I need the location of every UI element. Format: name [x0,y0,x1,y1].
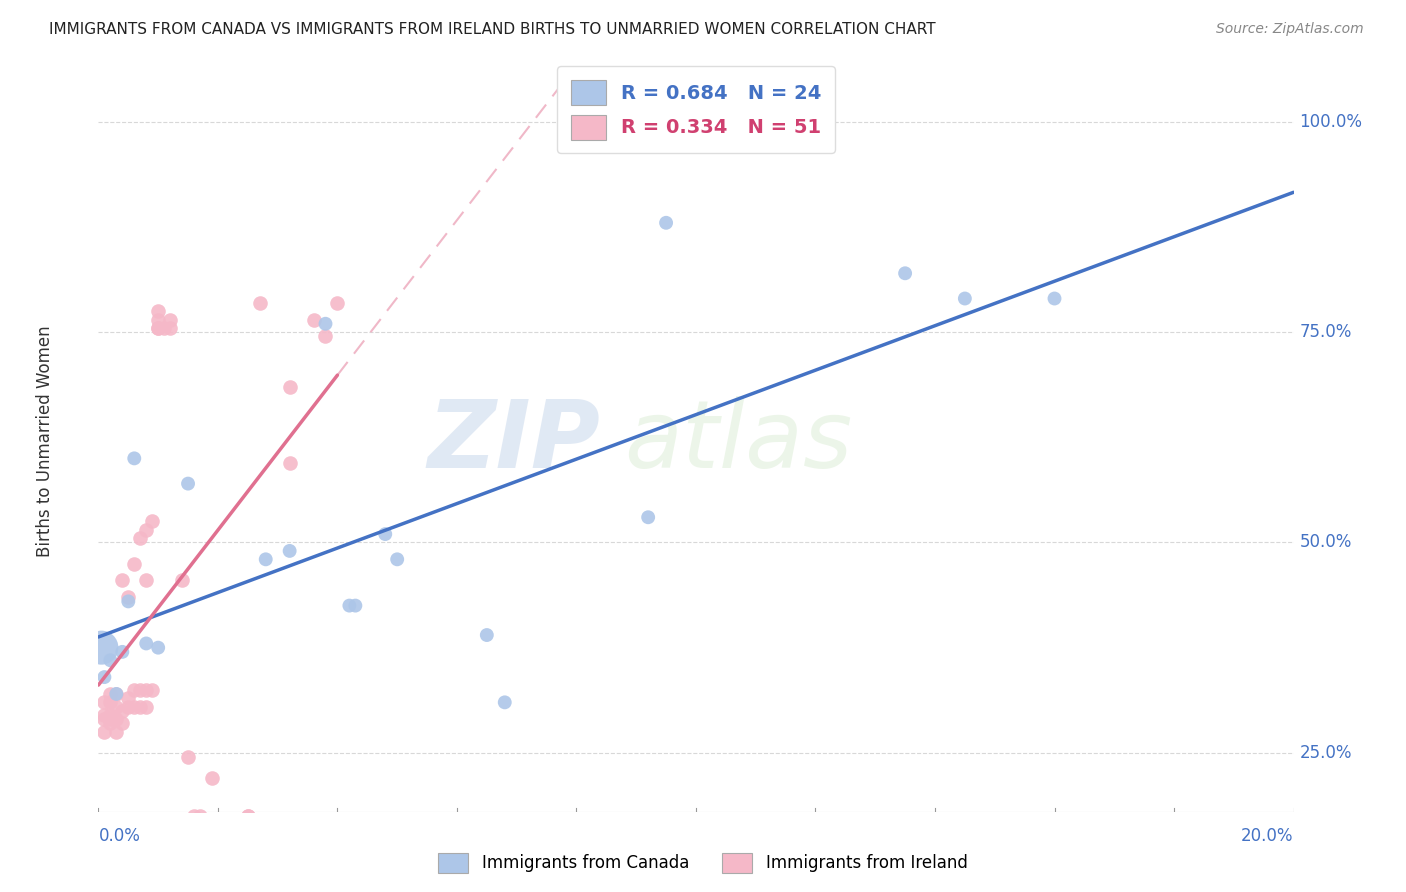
Point [148,321,170,335]
Text: IMMIGRANTS FROM CANADA VS IMMIGRANTS FROM IRELAND BIRTHS TO UNMARRIED WOMEN CORR: IMMIGRANTS FROM CANADA VS IMMIGRANTS FRO… [49,22,936,37]
Text: 75.0%: 75.0% [1299,323,1353,341]
Point [236,809,259,823]
Point [105,712,128,726]
Point [129,699,152,714]
Point [236,809,259,823]
Legend: R = 0.684   N = 24, R = 0.334   N = 51: R = 0.684 N = 24, R = 0.334 N = 51 [557,66,835,153]
Point [135,636,157,650]
Text: Births to Unmarried Women: Births to Unmarried Women [35,326,53,558]
Text: Source: ZipAtlas.com: Source: ZipAtlas.com [1216,22,1364,37]
Point [344,599,367,613]
Point [135,523,157,537]
Point [111,716,134,731]
Point [183,809,205,823]
Legend: Immigrants from Canada, Immigrants from Ireland: Immigrants from Canada, Immigrants from … [432,847,974,880]
Point [326,295,349,310]
Point [339,599,361,613]
Text: 0.0%: 0.0% [98,827,141,845]
Point [117,699,139,714]
Point [124,557,146,571]
Point [98,712,122,726]
Point [135,574,157,588]
Point [201,771,224,785]
Point [1043,292,1066,306]
Point [105,699,128,714]
Point [129,682,152,697]
Point [249,295,271,310]
Point [177,750,200,764]
Point [278,544,301,558]
Point [141,682,163,697]
Point [953,292,976,306]
Point [494,695,516,709]
Point [135,699,157,714]
Point [90,640,112,655]
Point [93,695,115,709]
Point [98,687,122,701]
Point [374,527,396,541]
Point [111,574,134,588]
Point [111,645,134,659]
Point [302,312,325,326]
Point [148,304,170,318]
Point [93,712,115,726]
Point [124,451,146,466]
Point [98,695,122,709]
Text: 50.0%: 50.0% [1299,533,1353,551]
Text: 25.0%: 25.0% [1299,744,1353,762]
Point [172,574,194,588]
Point [98,653,122,667]
Point [148,321,170,335]
Point [148,640,170,655]
Point [117,590,139,604]
Point [129,531,152,545]
Point [148,312,170,326]
Point [278,456,301,470]
Point [105,724,128,739]
Point [105,687,128,701]
Point [111,704,134,718]
Point [124,682,146,697]
Text: 20.0%: 20.0% [1241,827,1294,845]
Point [159,312,181,326]
Point [385,552,409,566]
Text: 100.0%: 100.0% [1299,113,1362,131]
Text: ZIP: ZIP [427,395,600,488]
Point [153,321,176,335]
Point [894,266,917,280]
Point [315,317,337,331]
Point [475,628,498,642]
Point [177,476,200,491]
Point [93,670,115,684]
Point [159,321,181,335]
Point [93,708,115,723]
Point [278,380,301,394]
Point [117,691,139,706]
Point [98,708,122,723]
Point [98,716,122,731]
Point [141,515,163,529]
Point [655,216,678,230]
Point [135,682,157,697]
Point [254,552,277,566]
Point [188,809,211,823]
Point [105,687,128,701]
Point [637,510,659,524]
Point [315,329,337,343]
Point [117,594,139,608]
Point [124,699,146,714]
Text: atlas: atlas [624,396,852,487]
Point [93,724,115,739]
